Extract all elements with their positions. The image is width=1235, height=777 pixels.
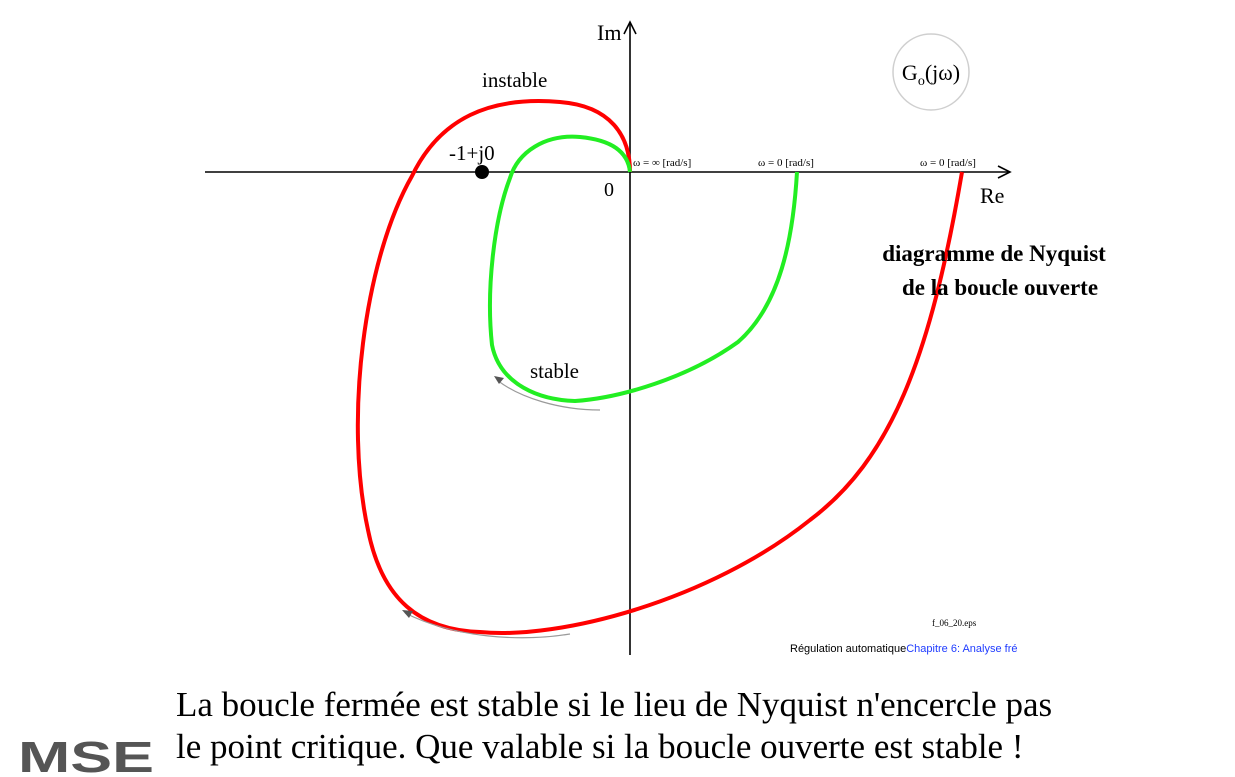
critical-point-marker (475, 165, 489, 179)
real-axis-label: Re (980, 183, 1004, 208)
chapter-name: Chapitre 6: Analyse fré (906, 643, 1017, 655)
diagram-title-line2: de la boucle ouverte (902, 275, 1098, 300)
mse-logo: MSE (18, 738, 158, 774)
stable-direction-arrowhead-icon (494, 376, 504, 384)
stable-direction-arrow-icon (497, 380, 600, 410)
stable-curve-label: stable (530, 359, 579, 383)
course-name: Régulation automatique (790, 643, 906, 655)
diagram-title-line1: diagramme de Nyquist (882, 241, 1106, 266)
mse-logo-text: MSE (18, 738, 154, 774)
critical-point-label: -1+j0 (449, 141, 495, 165)
omega-zero-unstable-label: ω = 0 [rad/s] (920, 157, 976, 169)
imaginary-axis-label: Im (597, 20, 621, 45)
omega-zero-stable-label: ω = 0 [rad/s] (758, 157, 814, 169)
origin-label: 0 (604, 179, 614, 201)
caption: La boucle fermée est stable si le lieu d… (176, 684, 1216, 768)
caption-line-2: le point critique. Que valable si la bou… (176, 726, 1216, 768)
unstable-curve (358, 101, 962, 633)
unstable-direction-arrowhead-icon (402, 610, 413, 618)
unstable-curve-label: instable (482, 68, 547, 92)
function-label: Go(jω) (902, 60, 960, 89)
course-footer: Régulation automatiqueChapitre 6: Analys… (790, 643, 1018, 655)
caption-line-1: La boucle fermée est stable si le lieu d… (176, 684, 1216, 726)
omega-infinity-label: ω = ∞ [rad/s] (633, 157, 691, 169)
file-name-label: f_06_20.eps (932, 618, 977, 628)
